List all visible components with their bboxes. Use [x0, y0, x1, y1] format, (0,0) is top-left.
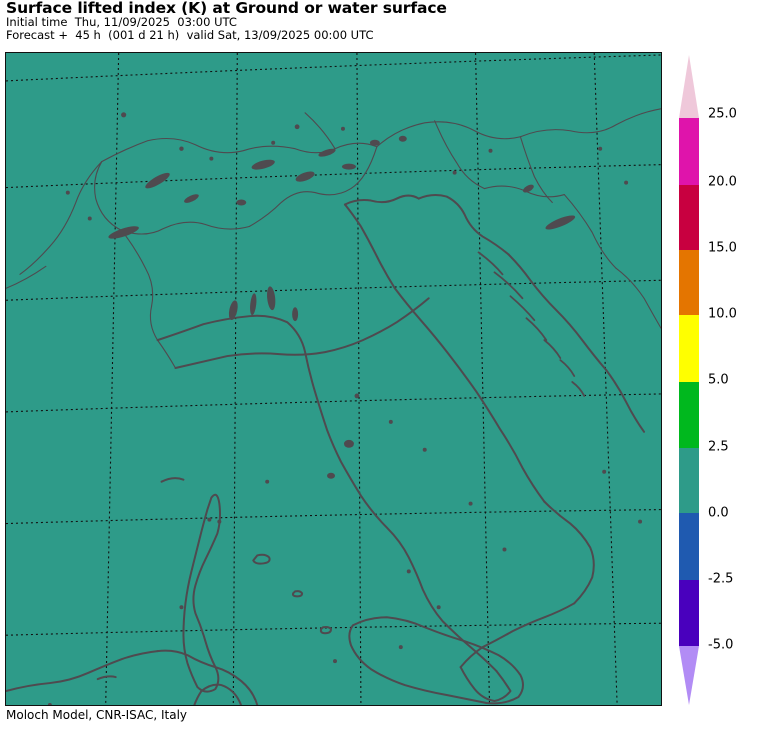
initial-time-label: Initial time Thu, 11/09/2025 03:00 UTC	[6, 15, 237, 29]
colorbar-tick-5: 5.0	[708, 372, 729, 388]
colorbar-tick-10: 10.0	[708, 306, 737, 322]
colorbar-bin-15-20	[679, 185, 699, 250]
colorbar-tick-neg2.5: -2.5	[708, 571, 734, 587]
colorbar-tick-2.5: 2.5	[708, 439, 729, 455]
colorbar-bin-0-2.5	[679, 448, 699, 513]
lakes-layer	[47, 112, 643, 705]
colorbar-bin-neg2.5-0	[679, 513, 699, 580]
colorbar-over-arrow	[679, 55, 699, 118]
colorbar-bin-neg5-neg2.5	[679, 580, 699, 646]
colorbar-tick-20: 20.0	[708, 174, 737, 190]
colorbar: 25.0 20.0 15.0 10.0 5.0 2.5 0.0 -2.5 -5.…	[678, 52, 758, 707]
colorbar-bin-20-25	[679, 118, 699, 185]
colorbar-tick-15: 15.0	[708, 240, 737, 256]
map-panel[interactable]	[5, 52, 662, 706]
colorbar-under-arrow	[679, 646, 699, 705]
colorbar-bin-5-10	[679, 315, 699, 382]
model-credit: Moloch Model, CNR-ISAC, Italy	[6, 708, 188, 722]
forecast-validity-label: Forecast + 45 h (001 d 21 h) valid Sat, …	[6, 28, 374, 42]
colorbar-bin-10-15	[679, 250, 699, 315]
colorbar-tick-25: 25.0	[708, 106, 737, 122]
map-canvas	[6, 53, 661, 705]
colorbar-tick-neg5: -5.0	[708, 637, 734, 653]
colorbar-bin-2.5-5	[679, 382, 699, 448]
graticule	[6, 53, 661, 705]
colorbar-canvas	[679, 55, 699, 705]
chart-header: Surface lifted index (K) at Ground or wa…	[6, 0, 706, 42]
lifted-index-field	[6, 53, 661, 705]
page-title: Surface lifted index (K) at Ground or wa…	[6, 0, 447, 17]
colorbar-tick-0: 0.0	[708, 505, 729, 521]
coastline-layer	[6, 108, 661, 705]
